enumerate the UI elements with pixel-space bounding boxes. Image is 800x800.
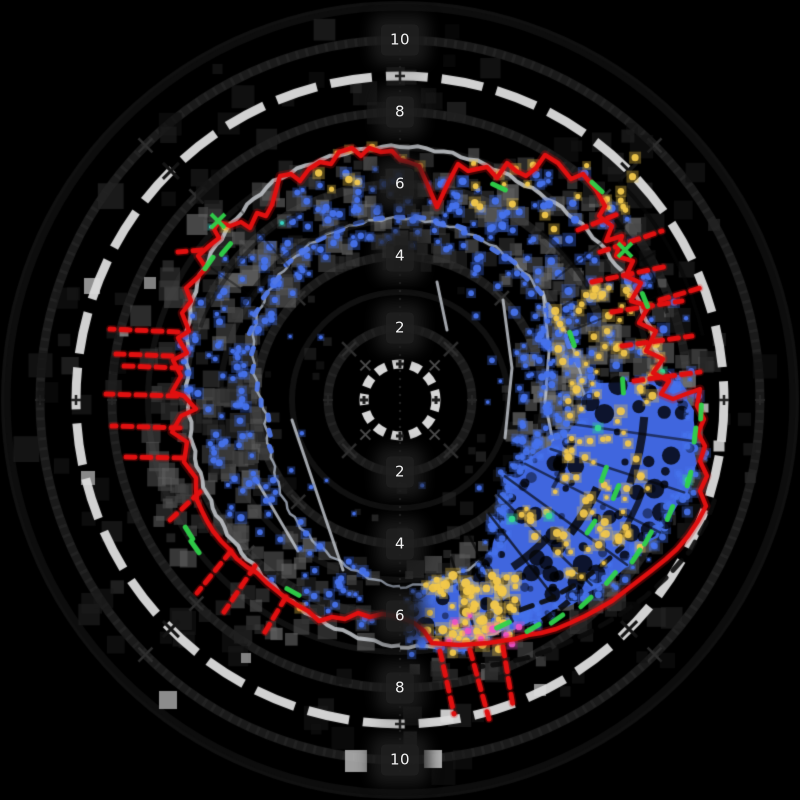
lidar-polar-chart: 10 8 6 4 2 2 4 6 8 10 [0,0,800,800]
radar-screen: { "meta": { "view_title": "polar-range-s… [0,0,800,800]
radar-canvas [0,0,800,800]
